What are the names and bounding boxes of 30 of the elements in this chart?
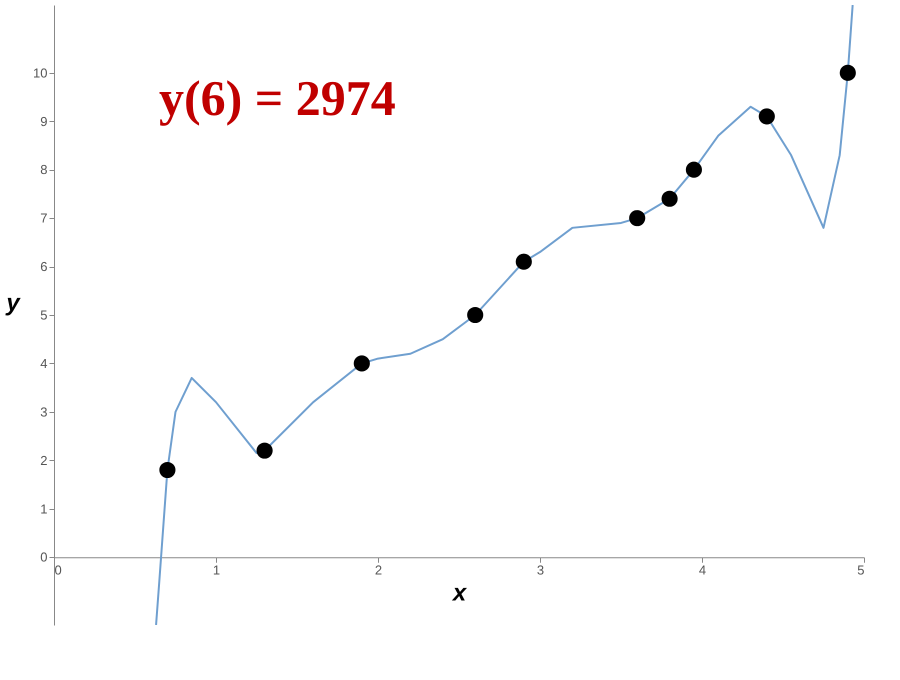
x-axis-title: x — [450, 580, 468, 607]
point — [629, 210, 646, 226]
point — [686, 162, 702, 178]
y-tick-label: 6 — [40, 259, 48, 274]
point — [354, 355, 370, 372]
x-tick-label: 1 — [212, 562, 220, 578]
point — [840, 64, 856, 81]
point — [662, 190, 678, 207]
y-tick-label: 4 — [40, 356, 48, 371]
x-tick-label: 2 — [374, 562, 382, 578]
y-axis-title: y — [5, 290, 22, 316]
y-tick-label: 9 — [40, 114, 48, 129]
x-tick-label: 0 — [54, 562, 62, 578]
point — [467, 306, 484, 324]
x-tick-label: 5 — [857, 562, 864, 578]
point — [256, 442, 273, 459]
x-tick-label: 3 — [536, 562, 544, 578]
point — [758, 108, 775, 124]
y-tick-label: 7 — [40, 210, 48, 226]
x-tick-label: 4 — [698, 562, 706, 578]
y-tick-label: 8 — [40, 162, 48, 178]
y-tick-label: 5 — [40, 308, 48, 322]
y-tick-label: 2 — [40, 452, 48, 468]
y-tick-label: 10 — [33, 65, 48, 80]
y-tick-label: 0 — [40, 550, 48, 565]
y-tick-label: 3 — [40, 404, 48, 420]
point — [159, 462, 176, 478]
y-tick-label: 1 — [40, 501, 48, 516]
point — [516, 254, 532, 270]
annotation: y(6) = 2974 — [159, 70, 396, 126]
